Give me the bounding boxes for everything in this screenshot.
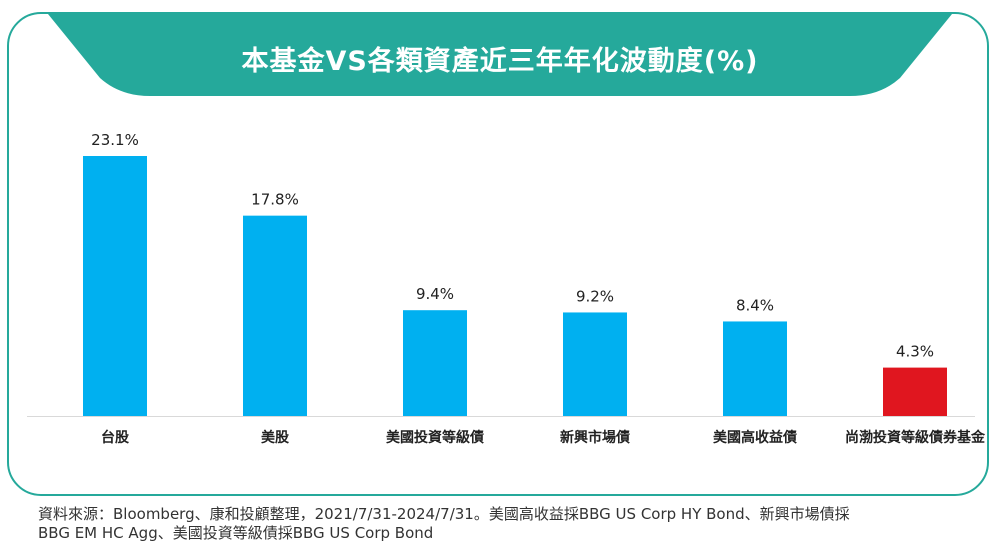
bar-6 bbox=[883, 367, 947, 416]
category-label-6: 尚渤投資等級債券基金 bbox=[845, 429, 986, 446]
chart-title: 本基金VS各類資產近三年年化波動度(%) bbox=[241, 46, 759, 77]
data-label-3: 9.4% bbox=[416, 285, 454, 303]
category-label-1: 台股 bbox=[101, 429, 130, 446]
bar-2 bbox=[243, 215, 307, 416]
category-label-2: 美股 bbox=[261, 429, 290, 446]
bar-4 bbox=[563, 312, 627, 416]
bar-1 bbox=[83, 156, 147, 416]
source-line-1: 資料來源：Bloomberg、康和投顧整理，2021/7/31-2024/7/3… bbox=[38, 505, 850, 523]
data-label-2: 17.8% bbox=[251, 191, 299, 209]
category-label-5: 美國高收益債 bbox=[713, 429, 797, 446]
data-label-5: 8.4% bbox=[736, 296, 774, 314]
bar-5 bbox=[723, 321, 787, 416]
bar-3 bbox=[403, 310, 467, 416]
bar-chart: 23.1% 台股 17.8% 美股 9.4% 美國投資等級債 9.2% 新興市場債 8.4% 美國… bbox=[27, 131, 986, 446]
source-line-2: BBG EM HC Agg、美國投資等級債採BBG US Corp Bond bbox=[38, 524, 434, 542]
category-label-4: 新興市場債 bbox=[560, 429, 630, 446]
data-label-4: 9.2% bbox=[576, 287, 614, 305]
data-label-1: 23.1% bbox=[91, 131, 139, 149]
category-label-3: 美國投資等級債 bbox=[386, 429, 484, 446]
title-banner bbox=[48, 14, 952, 96]
source-note: 資料來源：Bloomberg、康和投顧整理，2021/7/31-2024/7/3… bbox=[38, 505, 988, 543]
data-label-6: 4.3% bbox=[896, 343, 934, 361]
